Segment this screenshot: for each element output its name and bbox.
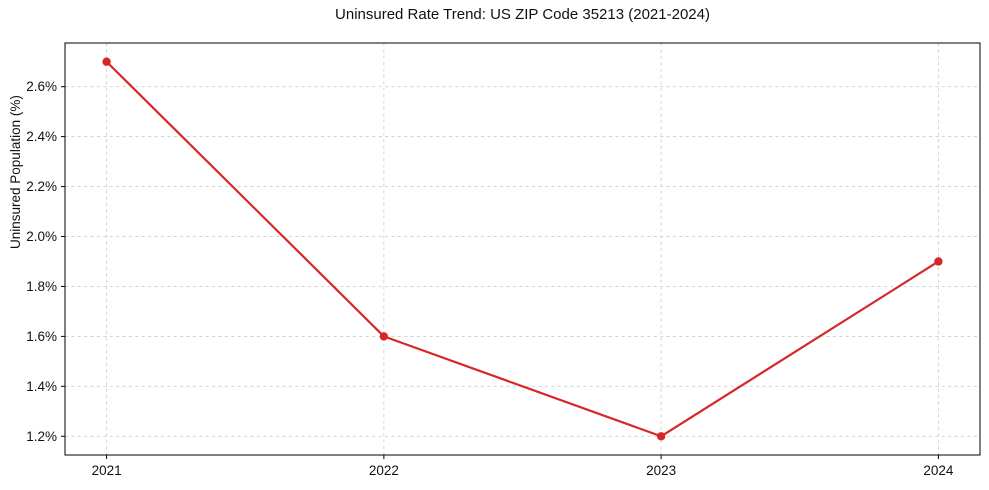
x-tick-label: 2024 — [923, 463, 954, 478]
y-tick-label: 1.6% — [26, 329, 57, 344]
y-tick-label: 2.2% — [26, 179, 57, 194]
y-tick-label: 2.6% — [26, 79, 57, 94]
data-point-marker — [102, 57, 111, 66]
data-point-marker — [934, 257, 943, 266]
trend-line — [105, 60, 940, 438]
plot-border — [64, 42, 981, 456]
data-point-marker — [656, 432, 666, 441]
x-tick-label: 2022 — [369, 463, 399, 478]
y-tick-label: 2.4% — [26, 129, 57, 144]
x-tick-label: 2021 — [92, 463, 122, 478]
y-tick-label: 1.8% — [26, 279, 57, 294]
x-tick-label: 2023 — [646, 463, 676, 478]
chart-title: Uninsured Rate Trend: US ZIP Code 35213 … — [335, 6, 710, 23]
y-tick-label: 1.4% — [26, 379, 57, 394]
y-tick-label: 2.0% — [26, 229, 57, 244]
data-point-marker — [379, 332, 389, 341]
y-tick-label: 1.2% — [26, 429, 57, 444]
